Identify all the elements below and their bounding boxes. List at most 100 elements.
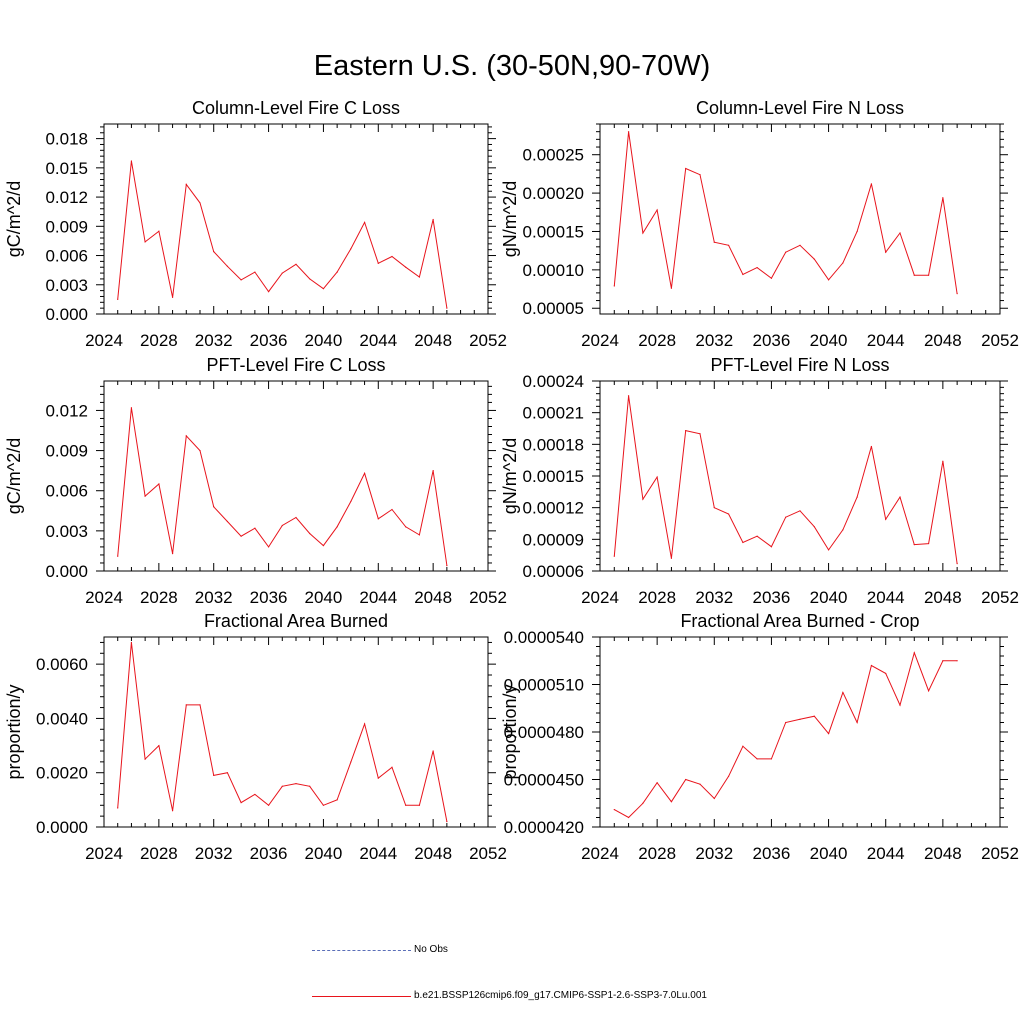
data-point: [309, 532, 311, 535]
panel-title: PFT-Level Fire N Loss: [710, 355, 889, 375]
plot-frame: [103, 123, 489, 315]
data-point: [295, 263, 297, 265]
y-axis-label: gC/m^2/d: [4, 181, 24, 257]
x-tick-label: 2040: [305, 331, 343, 350]
data-point: [927, 542, 930, 545]
data-point: [240, 535, 242, 537]
x-tick-label: 2036: [250, 588, 288, 607]
y-tick-label: 0.0000480: [504, 723, 584, 742]
y-tick-label: 0.00012: [523, 499, 584, 518]
y-tick-label: 0.00015: [523, 467, 584, 486]
data-point: [799, 244, 801, 246]
x-tick-label: 2044: [867, 331, 905, 350]
data-point: [117, 807, 119, 809]
data-point: [226, 265, 229, 267]
data-point: [799, 510, 801, 512]
data-point: [391, 255, 393, 258]
y-tick-label: 0.00006: [523, 562, 584, 581]
data-point: [627, 131, 630, 133]
panel-title: PFT-Level Fire C Loss: [206, 355, 385, 375]
data-point: [322, 544, 325, 547]
data-point: [670, 801, 673, 803]
data-point: [785, 721, 787, 724]
data-point: [627, 816, 630, 819]
data-point: [613, 555, 615, 557]
data-point: [281, 272, 283, 274]
series-line: [613, 395, 958, 564]
data-point: [642, 802, 644, 804]
x-tick-label: 2036: [753, 331, 791, 350]
y-tick-label: 0.003: [45, 276, 88, 295]
data-point: [927, 274, 930, 276]
data-point: [956, 563, 958, 565]
y-tick-label: 0.009: [45, 217, 88, 236]
data-point: [713, 241, 715, 243]
legend-line-no-obs: [312, 950, 411, 951]
data-point: [613, 285, 615, 287]
x-tick-label: 2052: [981, 331, 1019, 350]
x-tick-label: 2036: [250, 331, 288, 350]
data-point: [158, 483, 160, 485]
data-point: [813, 715, 815, 717]
y-tick-label: 0.00009: [523, 530, 584, 549]
data-point: [756, 535, 758, 537]
x-tick-label: 2032: [195, 331, 233, 350]
x-tick-label: 2024: [581, 844, 619, 863]
panel-title: Column-Level Fire N Loss: [696, 98, 904, 118]
data-point: [281, 785, 283, 787]
data-point: [727, 513, 730, 515]
x-tick-label: 2040: [305, 588, 343, 607]
y-axis-label: proportion/y: [4, 684, 24, 779]
data-point: [446, 820, 448, 823]
data-point: [267, 804, 270, 806]
y-tick-label: 0.00015: [523, 222, 584, 241]
data-point: [158, 230, 160, 232]
y-tick-label: 0.009: [45, 442, 88, 461]
y-tick-label: 0.012: [45, 188, 88, 207]
data-point: [185, 183, 187, 186]
data-point: [130, 407, 133, 409]
x-tick-label: 2024: [581, 588, 619, 607]
x-tick-label: 2028: [140, 844, 178, 863]
y-tick-label: 0.006: [45, 247, 88, 266]
data-point: [254, 527, 256, 529]
data-point: [870, 445, 873, 448]
y-axis-label: proportion/y: [500, 684, 520, 779]
legend-line-series: [312, 996, 411, 997]
y-tick-label: 0.00018: [523, 435, 584, 454]
x-tick-label: 2024: [85, 331, 123, 350]
data-point: [117, 298, 119, 300]
data-point: [309, 278, 311, 280]
data-point: [770, 758, 773, 760]
data-point: [185, 435, 187, 437]
x-tick-label: 2044: [867, 844, 905, 863]
data-point: [295, 782, 297, 785]
data-point: [363, 221, 366, 224]
series-line: [117, 642, 448, 822]
data-point: [240, 801, 242, 804]
y-axis-label: gN/m^2/d: [500, 438, 520, 514]
data-point: [267, 290, 270, 293]
plot-frame: [103, 380, 489, 572]
data-point: [827, 279, 830, 281]
y-tick-label: 0.0020: [36, 764, 88, 783]
data-point: [656, 476, 658, 478]
y-tick-label: 0.000: [45, 305, 88, 324]
data-point: [770, 546, 773, 548]
x-tick-label: 2024: [581, 331, 619, 350]
data-point: [405, 266, 407, 268]
data-point: [144, 241, 146, 243]
data-point: [391, 508, 393, 511]
data-point: [656, 209, 658, 211]
x-tick-label: 2052: [469, 331, 507, 350]
data-point: [405, 804, 407, 806]
data-point: [171, 553, 174, 555]
plot-frame: [599, 636, 1001, 828]
data-point: [171, 296, 174, 299]
x-tick-label: 2036: [753, 588, 791, 607]
data-point: [842, 691, 844, 694]
data-point: [363, 472, 366, 474]
data-point: [117, 555, 119, 557]
data-point: [699, 433, 701, 435]
